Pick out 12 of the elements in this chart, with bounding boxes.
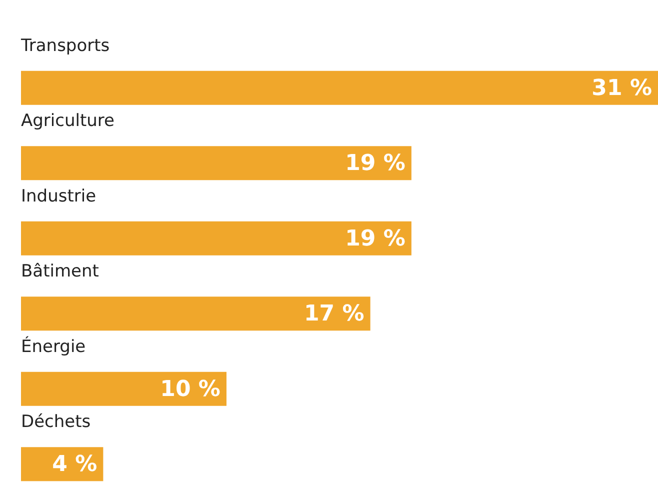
y-tick-label: Énergie [21,336,86,357]
y-tick-label: Transports [20,36,110,56]
data-label: 31 % [592,76,652,101]
data-label: 19 % [345,151,406,176]
y-tick-label: Déchets [21,412,91,432]
data-label: 17 % [304,302,364,327]
y-tick-label: Agriculture [21,111,114,132]
data-label: 10 % [160,376,220,402]
y-tick-label: Industrie [21,186,96,206]
data-label: 4 % [52,452,98,478]
data-label: 19 % [345,226,406,252]
y-tick-label: Bâtiment [21,262,100,282]
